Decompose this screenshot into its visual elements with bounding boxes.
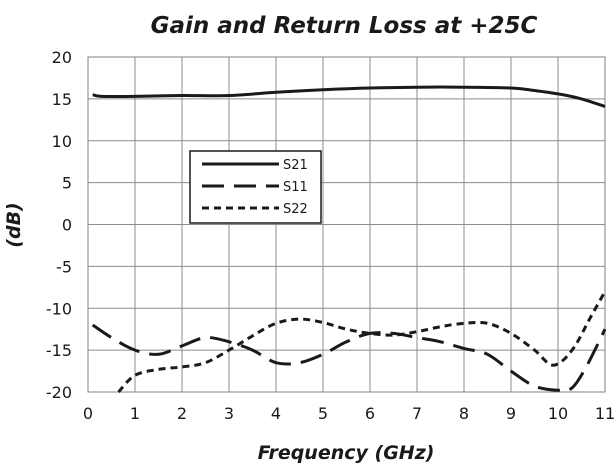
chart-title: Gain and Return Loss at +25C bbox=[151, 13, 538, 39]
x-tick-label: 7 bbox=[412, 404, 422, 423]
x-tick-label: 11 bbox=[595, 404, 615, 423]
series-lines bbox=[91, 85, 607, 394]
y-tick-label: -5 bbox=[56, 257, 72, 276]
series-line-s22 bbox=[117, 290, 607, 394]
y-tick-label: 0 bbox=[62, 216, 72, 235]
series-line-s21 bbox=[92, 85, 606, 108]
legend-items: S21 S11 S22 bbox=[202, 158, 308, 217]
x-tick-label: 9 bbox=[506, 404, 516, 423]
x-tick-label: 2 bbox=[177, 404, 187, 423]
x-axis-ticks: 0 1 2 3 4 5 6 7 8 9 10 11 bbox=[83, 404, 615, 423]
x-tick-label: 1 bbox=[130, 404, 140, 423]
y-tick-label: 5 bbox=[62, 174, 72, 193]
x-tick-label: 10 bbox=[548, 404, 568, 423]
legend-label-s11: S11 bbox=[283, 180, 308, 195]
y-tick-label: -10 bbox=[46, 299, 72, 318]
legend: S21 S11 S22 bbox=[189, 150, 322, 224]
y-axis-label: (dB) bbox=[3, 202, 25, 247]
x-tick-label: 5 bbox=[318, 404, 328, 423]
legend-label-s22: S22 bbox=[283, 202, 308, 217]
x-tick-label: 6 bbox=[365, 404, 375, 423]
x-axis-label: Frequency (GHz) bbox=[258, 442, 435, 464]
plot-area bbox=[87, 56, 606, 393]
legend-label-s21: S21 bbox=[283, 158, 308, 173]
y-tick-label: -15 bbox=[46, 341, 72, 360]
y-tick-label: 20 bbox=[52, 48, 72, 67]
y-tick-label: -20 bbox=[46, 383, 72, 402]
y-axis-ticks: 20 15 10 5 0 -5 -10 -15 -20 bbox=[46, 48, 72, 402]
x-tick-label: 0 bbox=[83, 404, 93, 423]
series-line-s11 bbox=[91, 323, 607, 393]
x-tick-label: 4 bbox=[271, 404, 281, 423]
x-tick-label: 3 bbox=[224, 404, 234, 423]
y-tick-label: 15 bbox=[52, 90, 72, 109]
x-tick-label: 8 bbox=[459, 404, 469, 423]
y-tick-label: 10 bbox=[52, 132, 72, 151]
